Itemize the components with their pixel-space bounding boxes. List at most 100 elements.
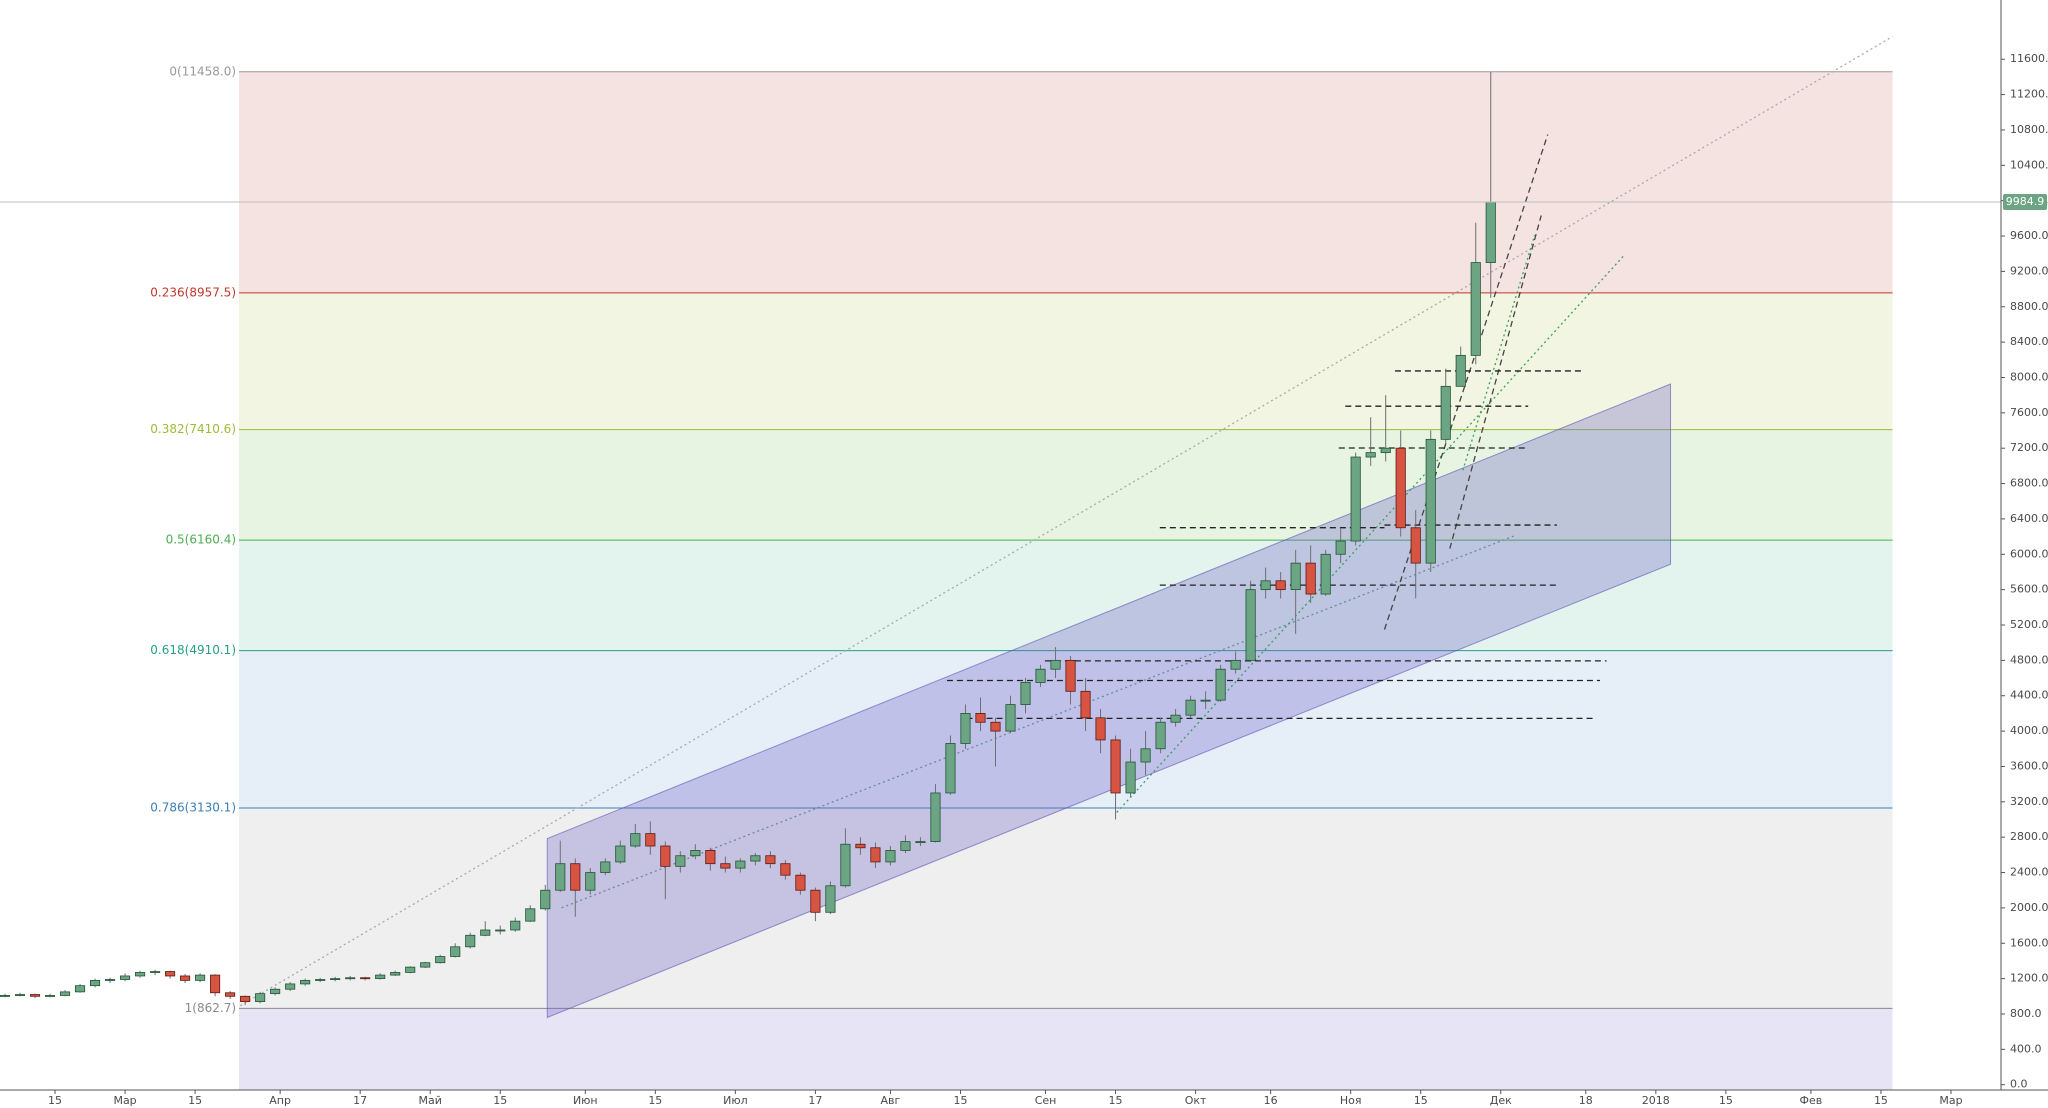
candle-body <box>360 977 371 980</box>
price-axis-bg <box>2001 0 2048 1108</box>
candle-body <box>795 874 806 891</box>
candle-body <box>540 889 551 910</box>
candle-body <box>29 994 41 997</box>
y-tick-label: 9600.0 <box>2010 229 2048 242</box>
candle-body <box>690 850 701 857</box>
candle-body <box>420 962 431 968</box>
y-tick-label: 10800.0 <box>2010 123 2048 136</box>
trend-line <box>1462 234 1536 471</box>
candle-body <box>1260 580 1271 591</box>
candle-body <box>615 845 626 863</box>
y-tick-label: 7600.0 <box>2010 406 2048 419</box>
time-axis-bg <box>0 1090 2048 1108</box>
x-tick-label: Апр <box>269 1094 291 1107</box>
candle-body <box>1035 668 1046 683</box>
candle-body <box>885 850 896 863</box>
y-tick-label: 4800.0 <box>2010 653 2048 666</box>
y-tick-label: 6000.0 <box>2010 547 2048 560</box>
candle-body <box>660 845 671 867</box>
candle-body <box>285 983 296 990</box>
fib-label: 0.236(8957.5) <box>150 285 236 299</box>
candle-body <box>1005 704 1016 732</box>
candle-body <box>750 855 761 862</box>
candle-body <box>1155 721 1166 750</box>
candle-body <box>315 979 326 981</box>
y-tick-label: 4400.0 <box>2010 689 2048 702</box>
fib-label: 0.618(4910.1) <box>150 643 236 657</box>
x-tick-label: Фев <box>1800 1094 1823 1107</box>
candle-body <box>675 855 686 867</box>
candle-body <box>1320 553 1331 595</box>
candle-body <box>1290 562 1301 591</box>
candle-body <box>1245 589 1256 661</box>
y-tick-label: 3200.0 <box>2010 795 2048 808</box>
candle-body <box>1050 659 1061 670</box>
candle-body <box>1065 659 1076 692</box>
candle-body <box>735 860 746 869</box>
candle-body <box>870 847 881 863</box>
candle-body <box>1410 527 1421 564</box>
candle-body <box>825 885 836 913</box>
y-tick-label: 1600.0 <box>2010 936 2048 949</box>
candle-body <box>1305 562 1316 595</box>
candle-body <box>150 971 161 973</box>
x-tick-label: Авг <box>881 1094 901 1107</box>
fib-label: 0(11458.0) <box>169 64 236 78</box>
candle-body <box>255 993 266 1002</box>
candle-body <box>1230 659 1241 670</box>
y-tick-label: 8400.0 <box>2010 335 2048 348</box>
candle-body <box>1185 699 1196 716</box>
fib-band <box>239 292 1893 430</box>
candle-body <box>480 929 491 936</box>
candle-body <box>585 872 596 891</box>
candle-body <box>1170 714 1181 723</box>
candle-body <box>495 929 506 932</box>
x-tick-label: Окт <box>1185 1094 1207 1107</box>
candle-body <box>465 934 476 948</box>
fib-label: 0.5(6160.4) <box>166 533 236 547</box>
fib-label: 0.382(7410.6) <box>150 422 236 436</box>
candle-body <box>1275 580 1286 591</box>
x-tick-label: 15 <box>953 1094 967 1107</box>
candle-body <box>810 889 821 913</box>
y-tick-label: 9200.0 <box>2010 264 2048 277</box>
x-tick-label: 18 <box>1579 1094 1593 1107</box>
fib-label: 1(862.7) <box>185 1001 236 1015</box>
candle-body <box>855 843 866 849</box>
candle-body <box>720 863 731 869</box>
x-tick-label: Июл <box>723 1094 748 1107</box>
candle-body <box>1365 452 1376 458</box>
candle-body <box>600 861 611 873</box>
candle-body <box>1335 540 1346 555</box>
candle-body <box>435 956 446 964</box>
y-tick-label: 2800.0 <box>2010 830 2048 843</box>
y-tick-label: 400.0 <box>2010 1042 2042 1055</box>
trend-line <box>1383 134 1549 630</box>
candle-body <box>1440 385 1451 440</box>
y-tick-label: 800.0 <box>2010 1007 2042 1020</box>
y-tick-label: 3600.0 <box>2010 759 2048 772</box>
candle-body <box>840 843 851 887</box>
candle-body <box>89 979 101 987</box>
candle-body <box>270 988 281 995</box>
candle-body <box>510 920 521 931</box>
candle-body <box>705 850 716 865</box>
y-tick-label: 11200.0 <box>2010 88 2048 101</box>
x-tick-label: 15 <box>648 1094 662 1107</box>
x-tick-label: 15 <box>493 1094 507 1107</box>
fib-band <box>239 807 1893 1009</box>
candle-body <box>225 992 236 997</box>
candle-body <box>165 971 176 977</box>
candle-body <box>1095 717 1106 741</box>
candle-body <box>450 946 461 957</box>
candle-body <box>0 995 11 997</box>
y-tick-label: 2000.0 <box>2010 901 2048 914</box>
candle-body <box>1425 438 1436 564</box>
y-tick-label: 0.0 <box>2010 1078 2028 1091</box>
x-tick-label: 16 <box>1264 1094 1278 1107</box>
candle-body <box>630 833 641 847</box>
candle-body <box>210 974 221 994</box>
trend-line <box>1116 255 1624 813</box>
candle-body <box>525 908 536 922</box>
